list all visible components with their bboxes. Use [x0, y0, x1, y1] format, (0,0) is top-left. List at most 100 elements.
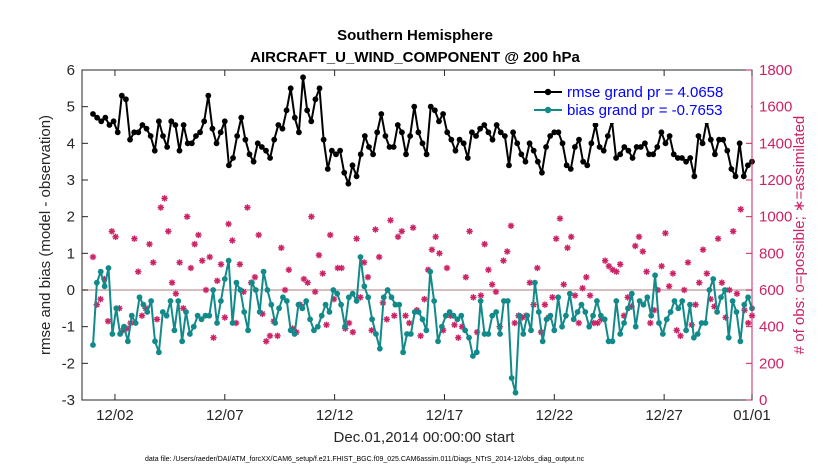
bias-point: [551, 327, 558, 334]
obs-marker: [421, 295, 428, 303]
rmse-point: [102, 114, 109, 121]
bias-point: [729, 298, 736, 304]
obs-marker-stroke: [485, 267, 492, 273]
obs-marker: [304, 279, 311, 286]
obs-marker: [375, 253, 383, 261]
obs-marker-stroke: [387, 217, 394, 224]
obs-marker: [696, 279, 703, 286]
obs-marker: [583, 273, 590, 281]
bias-point: [152, 338, 158, 345]
obs-marker-stroke: [737, 206, 744, 213]
bias-point: [206, 312, 213, 319]
obs-marker-stroke: [350, 329, 356, 335]
rmse-point: [94, 114, 101, 121]
obs-marker: [669, 270, 677, 277]
rmse-point: [337, 147, 344, 154]
obs-marker: [639, 248, 646, 255]
bias-point: [190, 323, 197, 330]
y-axis-left-label: rmse and bias (model - observation): [37, 115, 54, 355]
obs-marker-stroke: [173, 290, 179, 297]
rmse-point: [201, 118, 208, 125]
obs-marker-stroke: [647, 320, 654, 326]
bias-point: [504, 298, 511, 304]
x-tick-label: 12/12: [316, 407, 354, 424]
bias-point: [376, 345, 383, 352]
obs-marker: [134, 268, 142, 275]
bias-point: [268, 301, 275, 308]
obs-marker: [108, 228, 116, 235]
obs-marker-stroke: [304, 279, 311, 286]
rmse-point: [732, 173, 739, 180]
y-axis-right-label: # of obs: o=possible; ∗=assimilated: [791, 116, 808, 355]
rmse-point: [382, 133, 389, 139]
bias-point: [687, 301, 693, 308]
rmse-point: [398, 129, 405, 136]
bias-point: [613, 298, 620, 304]
rmse-point: [370, 151, 376, 158]
rmse-point: [444, 129, 451, 136]
bias-point: [516, 312, 523, 319]
bias-point: [175, 298, 182, 304]
rmse-point: [312, 96, 319, 103]
bias-point: [214, 320, 220, 326]
rmse-point: [267, 155, 273, 161]
obs-marker-stroke: [557, 215, 563, 222]
rmse-point: [407, 133, 414, 139]
y-right-tick-label: 1000: [759, 209, 792, 226]
rmse-point: [592, 122, 599, 128]
rmse-point: [506, 162, 512, 169]
rmse-point: [143, 125, 150, 132]
obs-marker-stroke: [579, 285, 586, 291]
rmse-point: [501, 133, 508, 139]
bias-point: [295, 301, 302, 308]
chart-title-line1: Southern Hemisphere: [337, 27, 493, 44]
rmse-point: [188, 140, 195, 147]
obs-marker: [146, 240, 153, 248]
rmse-point: [683, 158, 689, 165]
obs-marker: [187, 264, 195, 272]
rmse-point: [477, 125, 484, 132]
bias-point: [563, 312, 569, 319]
obs-marker: [285, 266, 293, 274]
obs-marker: [564, 244, 571, 252]
obs-marker-stroke: [259, 311, 266, 317]
rmse-point: [539, 169, 545, 176]
obs-marker: [409, 224, 417, 231]
rmse-point: [168, 118, 175, 125]
obs-marker: [677, 332, 684, 340]
rmse-point: [151, 147, 158, 154]
rmse-point: [106, 122, 113, 128]
obs-marker-stroke: [602, 257, 608, 264]
obs-marker: [511, 319, 518, 327]
obs-marker-stroke: [572, 292, 578, 299]
bias-point: [283, 298, 290, 304]
bias-point: [380, 294, 387, 301]
rmse-point: [394, 122, 401, 128]
obs-marker-stroke: [636, 234, 642, 240]
bias-point: [318, 312, 325, 319]
bias-point: [117, 331, 124, 337]
obs-marker-stroke: [112, 234, 119, 240]
obs-marker-stroke: [587, 292, 593, 299]
obs-marker: [338, 264, 345, 272]
bias-point: [109, 331, 116, 337]
obs-marker-stroke: [564, 245, 571, 251]
obs-marker-stroke: [365, 274, 371, 280]
obs-marker: [632, 242, 639, 250]
rmse-point: [526, 140, 533, 147]
obs-marker-stroke: [135, 268, 141, 275]
obs-marker: [191, 240, 198, 248]
legend: rmse grand pr = 4.0658 bias grand pr = -…: [531, 84, 751, 123]
bias-point: [555, 294, 562, 301]
bias-point: [361, 283, 368, 290]
obs-marker: [560, 281, 567, 288]
rmse-point: [366, 144, 372, 150]
bias-point: [388, 294, 395, 301]
obs-marker-stroke: [203, 287, 209, 293]
obs-marker-stroke: [451, 322, 458, 328]
obs-marker: [733, 290, 741, 297]
bias-point: [543, 316, 550, 323]
obs-marker: [681, 286, 688, 294]
obs-marker-stroke: [199, 257, 205, 264]
obs-marker-stroke: [206, 254, 213, 260]
